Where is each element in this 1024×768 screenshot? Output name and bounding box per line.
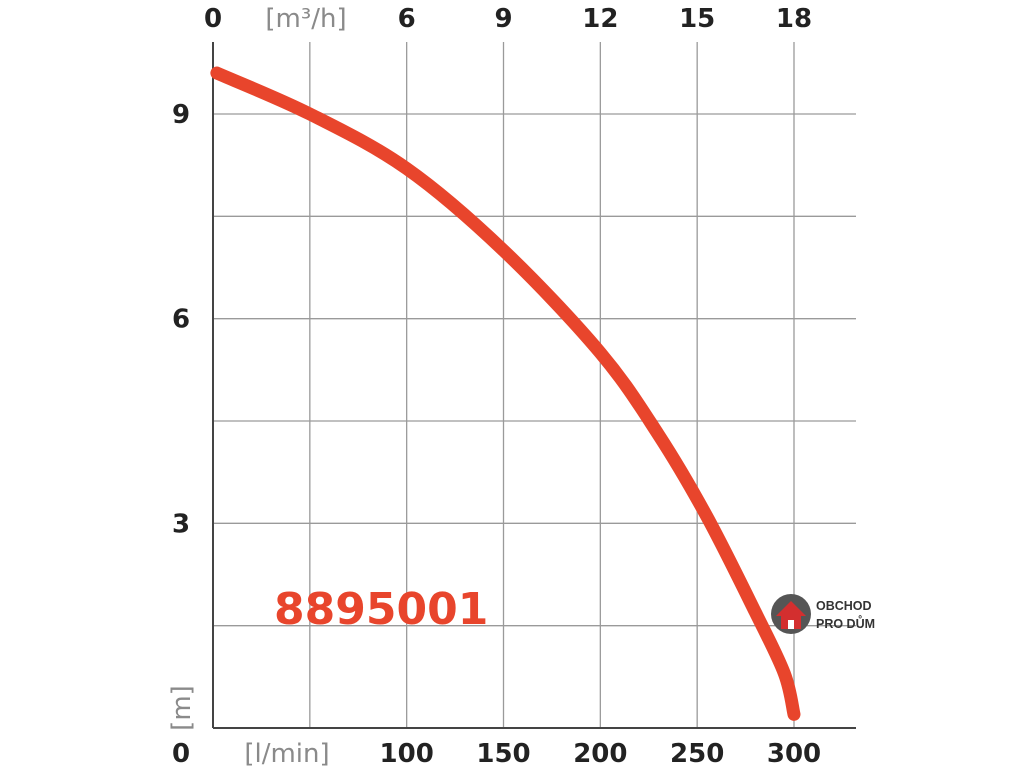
y-unit-label: [m]	[167, 685, 197, 731]
y-tick-label: 3	[172, 509, 190, 539]
x-secondary-unit-label: [m³/h]	[265, 4, 346, 34]
x-primary-tick-label: 150	[476, 739, 530, 768]
x-primary-tick-label: 250	[670, 739, 724, 768]
x-primary-unit-label: [l/min]	[244, 739, 329, 768]
logo-text-line2: PRO DŮM	[816, 615, 875, 631]
chart-axes	[212, 42, 856, 729]
y-tick-label: 6	[172, 305, 190, 335]
x-primary-tick-label: 200	[573, 739, 627, 768]
x-secondary-tick-label: 6	[398, 4, 416, 34]
x-primary-tick-label: 300	[767, 739, 821, 768]
x-secondary-tick-label: 18	[776, 4, 812, 34]
pump-curve-line	[210, 66, 801, 721]
x-primary-tick-labels: 100 150 200 250 300	[380, 739, 822, 768]
house-icon	[776, 601, 806, 629]
shop-logo: OBCHOD PRO DŮM	[771, 594, 875, 634]
logo-text-line1: OBCHOD	[816, 599, 872, 613]
y-zero-label: 0	[172, 739, 190, 768]
model-number-label: 8895001	[274, 584, 488, 635]
x-secondary-tick-label: 12	[582, 4, 618, 34]
x-secondary-tick-labels: 6 9 12 15 18	[398, 4, 812, 34]
x-primary-tick-label: 100	[380, 739, 434, 768]
x-secondary-tick-label: 9	[494, 4, 512, 34]
y-tick-label: 9	[172, 100, 190, 130]
y-tick-labels: 3 6 9	[172, 100, 190, 539]
x-secondary-tick-label: 15	[679, 4, 715, 34]
x-secondary-zero-label: 0	[204, 4, 222, 34]
